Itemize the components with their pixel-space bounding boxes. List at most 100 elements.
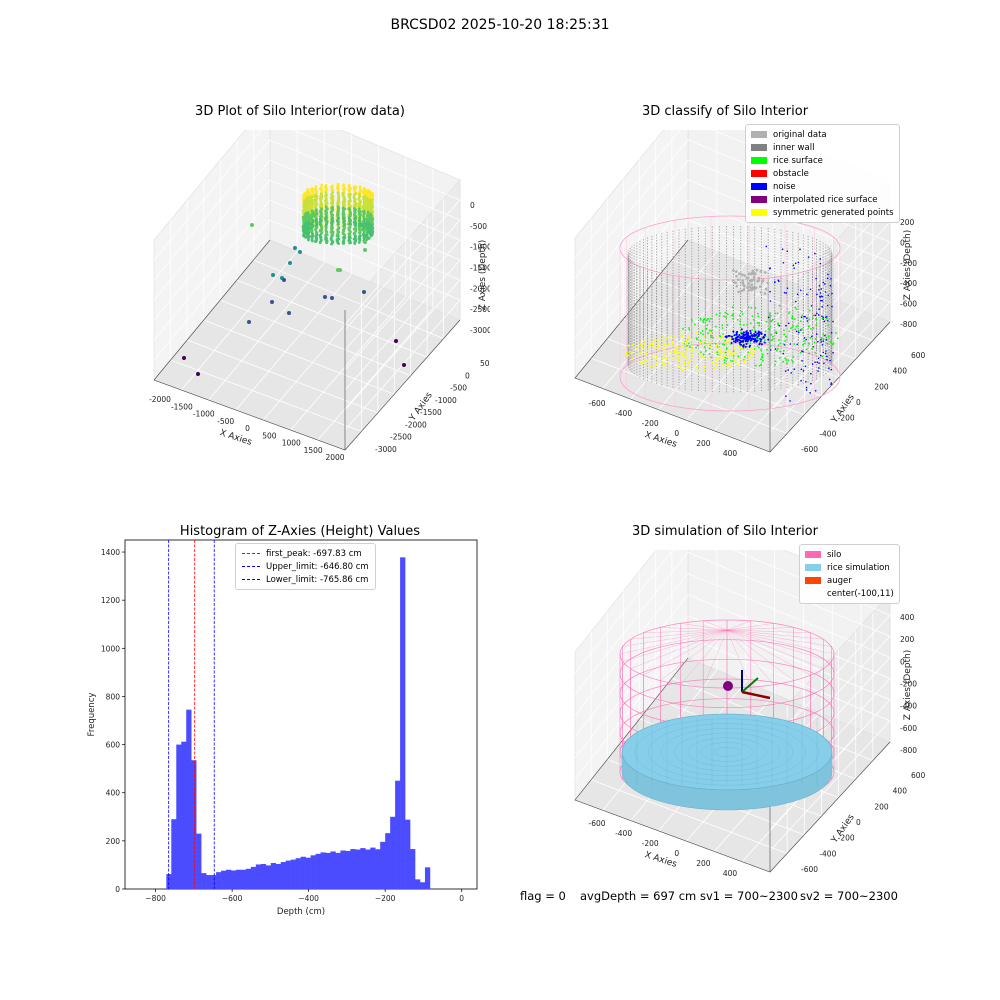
rice-surface-point — [785, 359, 788, 361]
symmetric-point — [748, 351, 751, 354]
noise-point — [747, 332, 750, 335]
noise-point — [796, 293, 799, 296]
rice-surface-point — [782, 360, 785, 363]
rice-surface-point — [808, 352, 811, 355]
grid-line — [253, 259, 444, 339]
rice-surface-point — [721, 324, 724, 327]
original-data-point — [766, 281, 770, 285]
silo-roof-wire — [726, 623, 774, 631]
symmetric-point — [643, 359, 646, 362]
histogram-bar — [305, 857, 311, 889]
noise-point — [759, 340, 762, 343]
noise-point — [818, 367, 820, 369]
legend-item: obstacle — [751, 167, 894, 180]
point — [347, 202, 351, 206]
noise-point — [824, 334, 826, 337]
rice-surface-point — [809, 337, 812, 339]
point — [348, 208, 352, 212]
rice-surface-point — [695, 337, 698, 340]
x-tick-label: -400 — [615, 829, 632, 838]
rice-surface-point — [705, 327, 708, 330]
noise-point — [753, 332, 756, 335]
rice-surface-point — [812, 317, 814, 319]
point — [365, 214, 369, 218]
noise-point — [804, 365, 807, 368]
original-data-point — [742, 288, 746, 291]
point — [369, 228, 373, 232]
symmetric-point — [628, 351, 631, 354]
point — [353, 242, 357, 245]
noise-point — [754, 331, 757, 334]
symmetric-point — [661, 334, 664, 337]
noise-point — [816, 293, 818, 296]
rice-surface-point — [701, 329, 704, 332]
histogram-bar — [270, 863, 277, 889]
rice-surface-point — [791, 315, 794, 317]
grid-line — [574, 550, 891, 746]
symmetric-point — [636, 344, 639, 347]
symmetric-point — [718, 337, 721, 340]
y-tick-label: 1200 — [101, 596, 120, 605]
noise-point — [783, 291, 786, 294]
x-tick-label: 0 — [674, 849, 679, 858]
point — [353, 218, 357, 221]
rice-surface-point — [775, 349, 778, 352]
symmetric-point — [671, 342, 674, 345]
z-axis-label: Z Axies (Depth) — [903, 230, 913, 301]
noise-point — [773, 281, 776, 284]
noise-point — [756, 339, 759, 342]
rice-surface-point — [785, 362, 788, 365]
symmetric-point — [649, 365, 652, 368]
z-tick-label: -2500 — [470, 305, 490, 314]
noise-point — [753, 338, 756, 341]
rice-surface-point — [758, 324, 761, 327]
noise-point — [805, 386, 808, 389]
rice-surface-point — [795, 308, 798, 311]
noise-point — [769, 300, 772, 302]
original-data-point — [753, 272, 757, 276]
symmetric-point — [681, 335, 684, 338]
rice-surface-point — [822, 338, 825, 341]
noise-point — [803, 315, 805, 318]
rice-surface-point — [724, 351, 727, 354]
histogram-bar — [400, 557, 406, 889]
silo-roof-wire — [726, 629, 832, 647]
symmetric-point — [708, 341, 711, 344]
point — [307, 238, 310, 242]
point — [359, 224, 363, 228]
center-marker — [723, 681, 733, 691]
legend-line — [242, 566, 260, 567]
symmetric-point — [649, 343, 652, 346]
symmetric-point — [631, 343, 634, 346]
legend-swatch — [805, 590, 821, 597]
z-tick-label: 0 — [900, 238, 905, 247]
symmetric-point — [733, 347, 736, 350]
z-tick-label: -400 — [900, 279, 917, 288]
rice-surface-point — [809, 327, 812, 330]
rice-surface-point — [702, 318, 705, 321]
rice-surface-point — [699, 318, 702, 321]
noise-point — [826, 277, 829, 280]
rice-surface-point — [752, 318, 755, 321]
rice-surface-point — [792, 324, 795, 327]
symmetric-point — [734, 360, 737, 363]
rice-surface-point — [688, 342, 690, 345]
histogram-bar — [360, 848, 366, 889]
noise-point — [829, 284, 832, 287]
rice-surface-point — [749, 341, 752, 344]
point — [306, 188, 310, 191]
panel2-legend: original data inner wall rice surface obsta… — [745, 124, 900, 223]
silo-roof-wire — [726, 629, 835, 655]
x-tick-label: 400 — [723, 869, 738, 878]
symmetric-point — [681, 341, 684, 344]
rice-surface-point — [793, 343, 796, 345]
z-tick-label: 0 — [470, 201, 475, 210]
legend-swatch — [805, 551, 821, 558]
symmetric-point — [751, 353, 754, 356]
rice-surface-point — [694, 323, 696, 326]
point — [320, 189, 324, 193]
z-tick-label: -800 — [900, 320, 917, 329]
rice-surface-point — [747, 351, 750, 354]
legend-label: center(-100,11) — [827, 588, 894, 599]
point — [320, 215, 324, 219]
